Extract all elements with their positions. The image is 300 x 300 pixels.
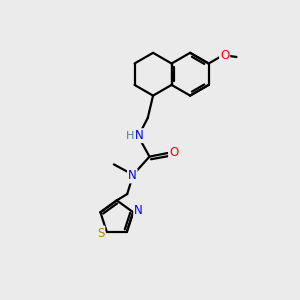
Text: H: H	[126, 131, 134, 141]
Text: N: N	[134, 204, 143, 217]
Text: O: O	[169, 146, 178, 159]
Text: O: O	[220, 49, 229, 62]
Text: N: N	[135, 129, 144, 142]
Text: N: N	[128, 169, 136, 182]
Text: S: S	[97, 226, 104, 239]
